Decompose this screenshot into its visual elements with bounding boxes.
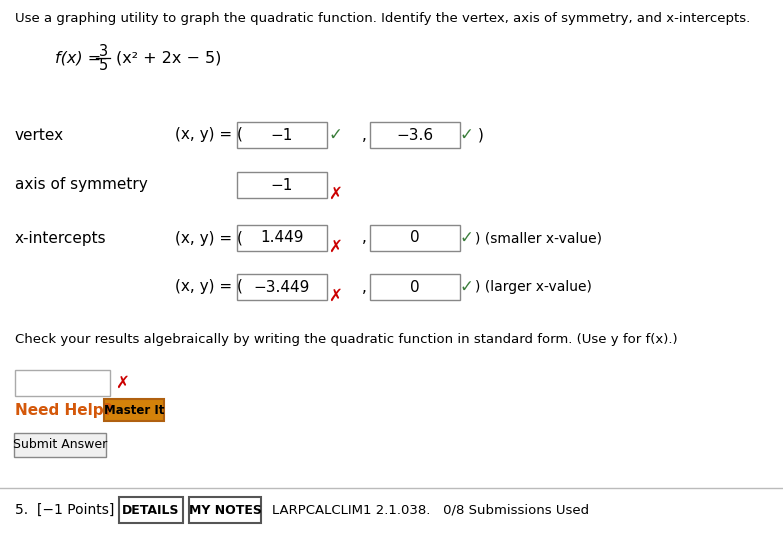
Text: −1: −1 [271, 127, 293, 143]
Text: ✓: ✓ [328, 126, 342, 144]
Text: −3.6: −3.6 [396, 127, 434, 143]
Text: 5: 5 [99, 57, 107, 73]
Text: (x, y) = (: (x, y) = ( [175, 230, 243, 246]
Text: 1.449: 1.449 [260, 230, 304, 246]
Text: ,: , [362, 127, 367, 143]
Text: (x² + 2x − 5): (x² + 2x − 5) [116, 50, 222, 66]
Text: 0: 0 [410, 230, 420, 246]
Text: −3.449: −3.449 [254, 280, 310, 294]
FancyBboxPatch shape [370, 225, 460, 251]
Text: Use a graphing utility to graph the quadratic function. Identify the vertex, axi: Use a graphing utility to graph the quad… [15, 12, 750, 25]
Text: ✓: ✓ [459, 229, 473, 247]
Text: MY NOTES: MY NOTES [189, 504, 262, 517]
Text: ✗: ✗ [328, 185, 342, 203]
Text: axis of symmetry: axis of symmetry [15, 177, 148, 192]
Text: 0: 0 [410, 280, 420, 294]
FancyBboxPatch shape [15, 370, 110, 396]
Text: Submit Answer: Submit Answer [13, 438, 107, 451]
Text: LARPCALCLIM1 2.1.038.   0/8 Submissions Used: LARPCALCLIM1 2.1.038. 0/8 Submissions Us… [272, 504, 589, 517]
Text: f(x) =: f(x) = [55, 50, 101, 66]
Text: ) (smaller x-value): ) (smaller x-value) [475, 231, 602, 245]
FancyBboxPatch shape [370, 274, 460, 300]
FancyBboxPatch shape [237, 172, 327, 198]
Text: ✗: ✗ [328, 238, 342, 256]
Text: DETAILS: DETAILS [122, 504, 180, 517]
Text: Master It: Master It [104, 403, 164, 416]
FancyBboxPatch shape [237, 225, 327, 251]
FancyBboxPatch shape [14, 433, 106, 457]
Text: ✓: ✓ [459, 278, 473, 296]
Text: ✗: ✗ [115, 374, 129, 392]
Text: Need Help?: Need Help? [15, 403, 113, 417]
Text: ✓: ✓ [459, 126, 473, 144]
FancyBboxPatch shape [237, 122, 327, 148]
Text: Check your results algebraically by writing the quadratic function in standard f: Check your results algebraically by writ… [15, 333, 677, 346]
Text: ,: , [362, 230, 367, 246]
Text: −1: −1 [271, 177, 293, 192]
FancyBboxPatch shape [104, 399, 164, 421]
Text: ,: , [362, 280, 367, 294]
FancyBboxPatch shape [189, 497, 261, 523]
Text: ): ) [478, 127, 484, 143]
FancyBboxPatch shape [119, 497, 183, 523]
Text: vertex: vertex [15, 127, 64, 143]
Text: x-intercepts: x-intercepts [15, 230, 106, 246]
FancyBboxPatch shape [237, 274, 327, 300]
Text: (x, y) = (: (x, y) = ( [175, 127, 243, 143]
Text: (x, y) = (: (x, y) = ( [175, 280, 243, 294]
Text: 5.  [−1 Points]: 5. [−1 Points] [15, 503, 114, 517]
Text: ✗: ✗ [328, 287, 342, 305]
FancyBboxPatch shape [370, 122, 460, 148]
Text: ) (larger x-value): ) (larger x-value) [475, 280, 592, 294]
Text: 3: 3 [99, 44, 107, 60]
